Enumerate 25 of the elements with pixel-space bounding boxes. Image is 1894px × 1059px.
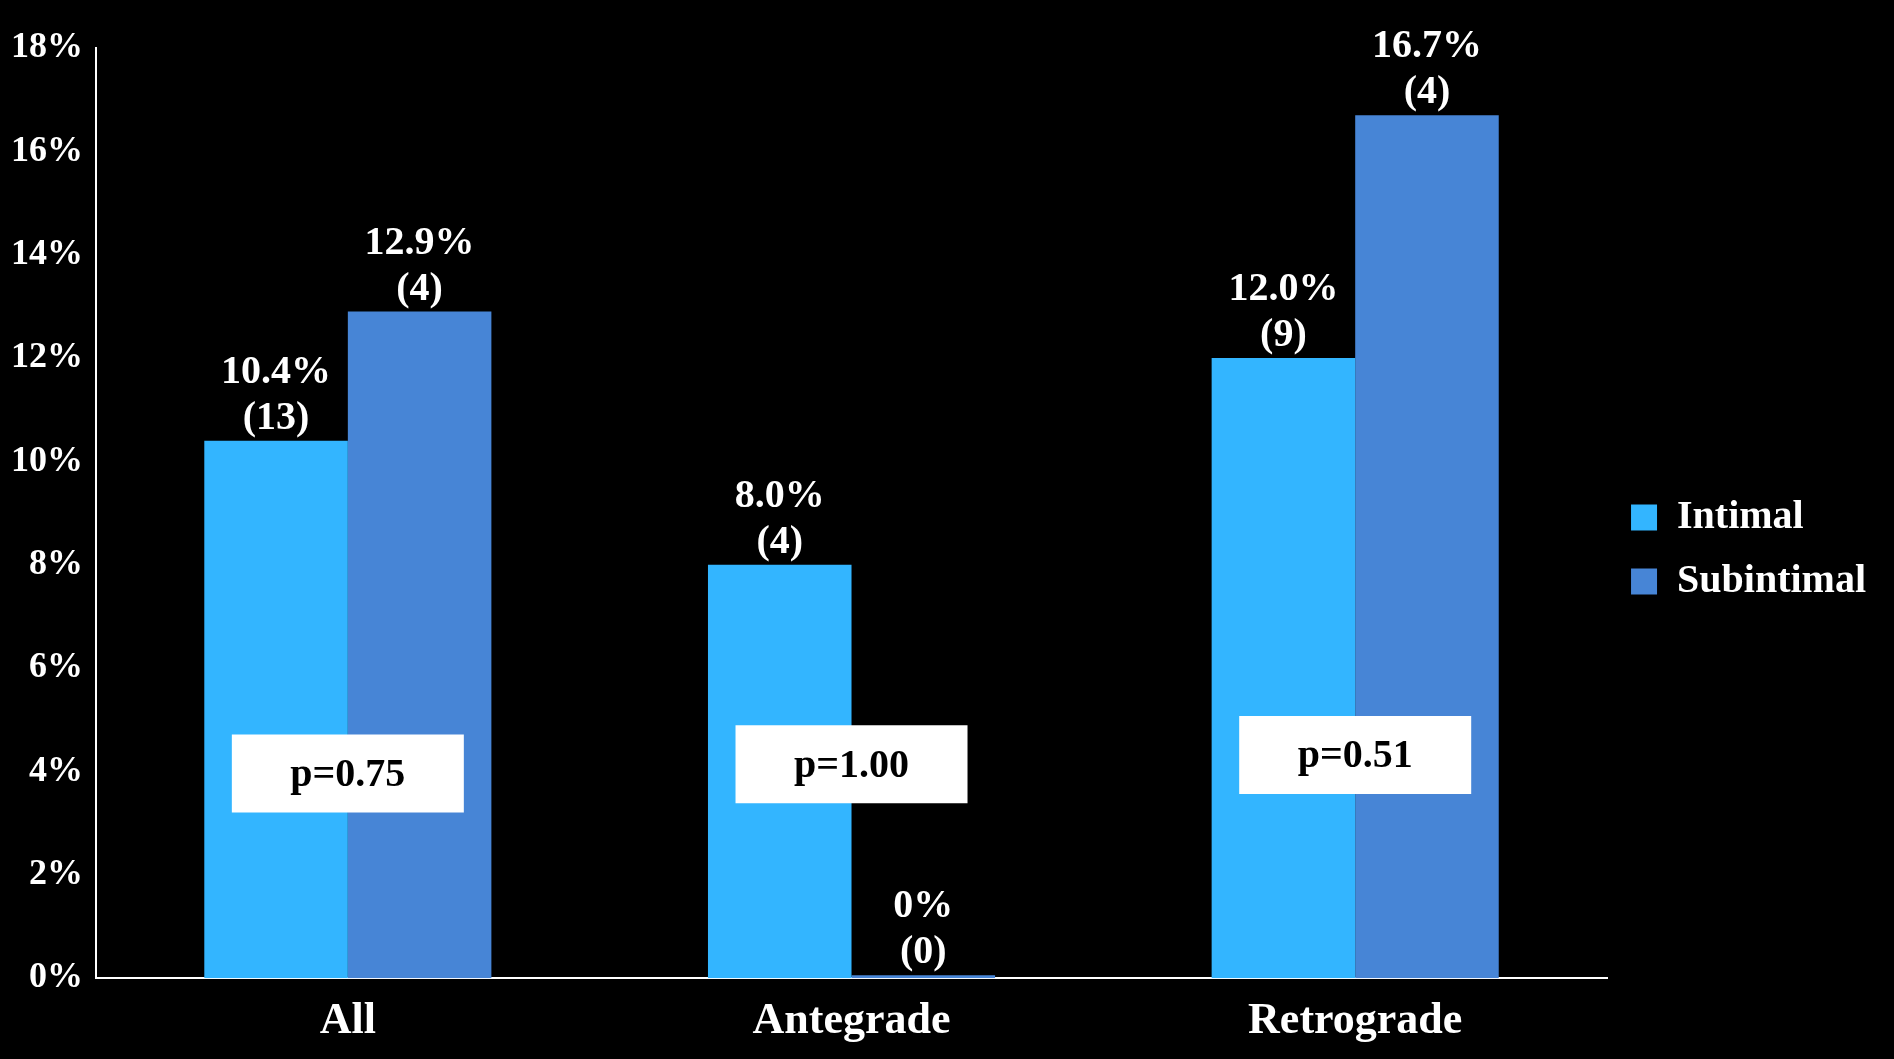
annotation: p=1.00 [793, 740, 910, 786]
legend-label: Subintimal [1677, 555, 1866, 601]
y-tick-label: 16% [11, 128, 83, 169]
data-label: 10.4% (13) [221, 346, 332, 438]
y-tick-label: 12% [11, 335, 83, 376]
annotation: p=0.75 [290, 749, 406, 795]
data-label: 0% (0) [893, 881, 954, 973]
y-tick-label: 2% [29, 852, 83, 893]
data-label: 12.0% (9) [1228, 264, 1339, 356]
data-label: 16.7% (4) [1371, 21, 1482, 113]
y-tick-label: 4% [29, 748, 83, 789]
bar [851, 975, 996, 979]
x-tick-label: All [319, 993, 376, 1043]
y-tick-label: 18% [11, 25, 83, 66]
y-tick-label: 8% [29, 542, 83, 583]
x-tick-label: Retrograde [1248, 993, 1463, 1043]
annotation: p=0.51 [1297, 731, 1413, 777]
y-tick-label: 10% [11, 438, 83, 479]
data-label: 12.9% (4) [364, 217, 475, 309]
y-tick-label: 14% [11, 232, 83, 273]
x-tick-label: Antegrade [752, 993, 951, 1043]
legend-label: Intimal [1677, 491, 1804, 537]
data-label: 8.0% (4) [734, 470, 825, 562]
y-tick-label: 6% [29, 645, 83, 686]
y-tick-label: 0% [29, 955, 83, 996]
